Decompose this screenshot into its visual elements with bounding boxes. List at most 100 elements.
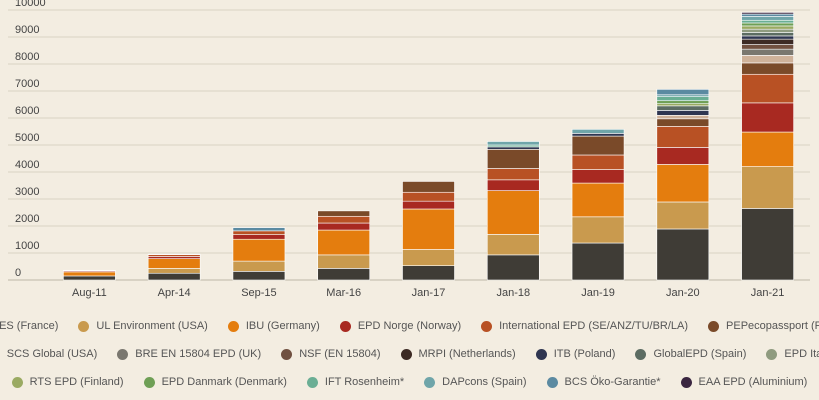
legend-swatch [117,348,129,360]
bar-segment [232,271,286,281]
bar-segment [232,238,286,262]
bar-segment [571,129,625,134]
legend-item: IBU (Germany) [227,320,320,332]
bar-segment [571,154,625,170]
legend-label: International EPD (SE/ANZ/TU/BR/LA) [499,320,689,332]
legend-swatch [78,320,90,332]
bar-segment [571,135,625,156]
bar-segment [147,253,201,255]
bar-segment [486,190,540,235]
x-tick-label: Mar-16 [326,287,361,299]
legend-label: NSF (EN 15804) [299,348,381,360]
legend-swatch [535,348,547,360]
legend-label: MRPI (Netherlands) [418,348,516,360]
bar-segment [656,105,710,111]
legend-label: SCS Global (USA) [6,348,98,360]
bar-segment [741,16,794,21]
legend-swatch [481,320,493,332]
y-tick-label: 0 [15,267,21,279]
legend-label: IFT Rosenheim* [324,376,405,388]
bar-segment [147,272,201,281]
bar-segment [656,110,710,116]
bar-segment [741,25,794,30]
bar-segment [741,32,794,37]
bar-segment [741,102,794,133]
legend-item: EPD Norge (Norway) [339,320,461,332]
x-tick-label: Jan-17 [412,287,446,299]
y-tick-label: 6000 [15,105,39,117]
bars [63,12,794,281]
bar-segment [656,201,710,230]
legend-item: BRE EN 15804 EPD (UK) [117,348,261,360]
bar-segment [571,133,625,137]
legend-swatch [227,320,239,332]
y-tick-label: 1000 [15,240,39,252]
bar-segment [741,62,794,75]
bar-segment [741,131,794,167]
x-tick-label: Apr-14 [158,287,191,299]
legend-item: RTS EPD (Finland) [11,376,124,388]
legend-swatch [766,348,778,360]
x-tick-label: Jan-21 [751,287,785,299]
bar-segment [317,254,371,269]
bar-segment [147,256,201,259]
bar-segment [571,216,625,244]
bar-segment [741,19,794,24]
bar-segment [317,229,371,256]
legend-label: EPD Italy [784,348,819,360]
bar-segment [656,118,710,127]
legend-swatch [424,376,436,388]
legend-item: EAA EPD (Aluminium) [680,376,808,388]
y-tick-label: 10000 [15,0,46,9]
y-tick-label: 4000 [15,159,39,171]
bar-segment [656,126,710,148]
bar-segment [232,260,286,272]
legend-item: ITB (Poland) [535,348,615,360]
bar-segment [486,254,540,281]
legend-label: BCS Öko-Garantie* [564,376,661,388]
y-axis-ticks: 0 1000 2000 3000 4000 5000 6000 7000 8000 9000 100… [15,0,46,279]
legend-item: BCS Öko-Garantie* [546,376,661,388]
y-tick-label: 8000 [15,51,39,63]
bar-segment [317,268,371,281]
bar-segment [402,200,455,210]
bar-segment [656,89,710,96]
bar-segment [741,38,794,45]
legend-swatch [546,376,558,388]
x-tick-label: Sep-15 [241,287,276,299]
legend-label: DAPcons (Spain) [442,376,527,388]
legend-label: EAA EPD (Aluminium) [698,376,808,388]
bar-segment [317,222,371,231]
bar-segment [741,208,794,281]
legend-item: FDES (France) [0,320,58,332]
legend-swatch [400,348,412,360]
bar-segment [741,28,794,33]
legend-label: IBU (Germany) [245,320,320,332]
legend-item: International EPD (SE/ANZ/TU/BR/LA) [481,320,688,332]
legend-item: DAPcons (Spain) [424,376,527,388]
legend-row: SCS Global (USA) BRE EN 15804 EPD (UK) NSF… [0,340,819,368]
bar-segment [486,179,540,191]
legend-swatch [339,320,351,332]
bar-segment [656,164,710,203]
bar-segment [656,100,710,104]
bar-segment [232,234,286,240]
bar-segment [571,242,625,281]
bar-segment [741,22,794,27]
bar-segment [741,73,794,104]
legend-label: FDES (France) [0,320,59,332]
legend-row: FDES (France) UL Environment (USA) IBU (Ge… [0,312,819,340]
bar-segment [63,275,116,281]
legend-swatch [680,376,692,388]
legend-label: UL Environment (USA) [96,320,208,332]
bar-segment [486,234,540,256]
legend-swatch [708,320,720,332]
legend-label: GlobalEPD (Spain) [653,348,747,360]
legend: FDES (France) UL Environment (USA) IBU (Ge… [0,312,819,396]
bar-segment [571,182,625,218]
x-tick-label: Aug-11 [72,287,107,299]
legend-swatch [635,348,647,360]
bar-segment [486,168,540,181]
bar-segment [317,210,371,217]
gridlines [8,9,810,281]
